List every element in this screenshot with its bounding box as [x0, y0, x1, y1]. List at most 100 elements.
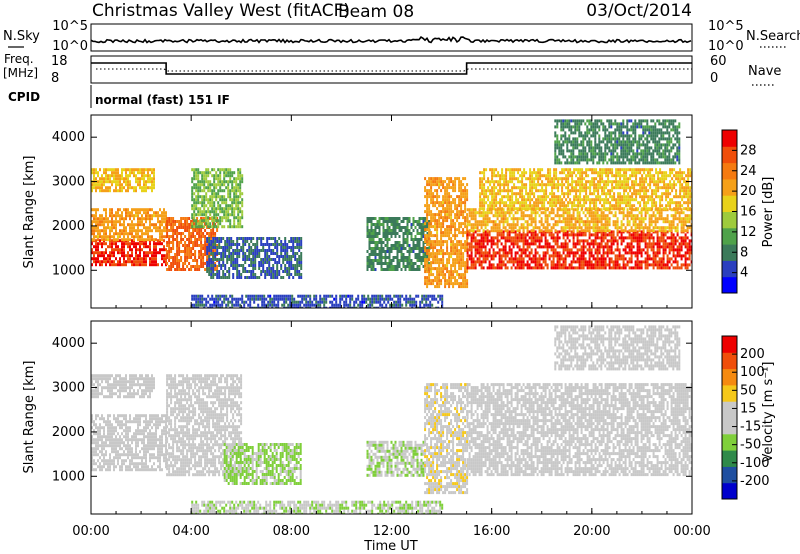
heatmap-cell [476, 226, 479, 230]
heatmap-cell [634, 220, 637, 224]
heatmap-cell [480, 263, 483, 267]
heatmap-cell [558, 263, 561, 267]
heatmap-cell [280, 267, 283, 270]
heatmap-cell [450, 240, 453, 244]
heatmap-cell [408, 265, 411, 268]
heatmap-cell [372, 262, 375, 265]
heatmap-cell [446, 204, 449, 208]
heatmap-cell [422, 220, 425, 223]
heatmap-cell [211, 225, 214, 229]
heatmap-cell [141, 248, 143, 252]
heatmap-cell [590, 214, 593, 218]
heatmap-cell [436, 219, 439, 223]
heatmap-cell [486, 242, 489, 246]
heatmap-cell [604, 251, 607, 255]
heatmap-cell [170, 250, 173, 253]
heatmap-cell [170, 265, 173, 268]
heatmap-cell [556, 263, 559, 267]
heatmap-cell [686, 245, 689, 249]
heatmap-cell [157, 226, 159, 230]
heatmap-cell [408, 262, 411, 265]
heatmap-cell [197, 186, 200, 190]
heatmap-cell [616, 260, 619, 264]
heatmap-cell [166, 220, 169, 223]
heatmap-cell [610, 266, 613, 270]
heatmap-cell [196, 241, 199, 244]
heatmap-cell [229, 222, 232, 226]
heatmap-cell [238, 255, 241, 258]
heatmap-cell [674, 242, 677, 246]
heatmap-cell [442, 273, 445, 277]
heatmap-cell [103, 232, 105, 236]
heatmap-cell [511, 177, 514, 181]
heatmap-cell [634, 214, 637, 218]
heatmap-cell [636, 260, 639, 264]
heatmap-cell [123, 254, 125, 258]
heatmap-cell [214, 235, 217, 238]
heatmap-cell [600, 242, 603, 246]
heatmap-cell [666, 226, 669, 230]
heatmap-cell [438, 177, 441, 181]
heatmap-cell [241, 210, 244, 214]
heatmap-cell [420, 256, 423, 259]
heatmap-cell [562, 214, 565, 218]
heatmap-cell [482, 251, 485, 255]
heatmap-cell [572, 223, 575, 227]
nsearch-tick-bottom: 10^0 [708, 39, 744, 54]
heatmap-cell [536, 245, 539, 249]
heatmap-cell [426, 247, 429, 250]
heatmap-cell [546, 239, 549, 243]
heatmap-cell [460, 246, 463, 250]
heatmap-cell [680, 220, 683, 224]
heatmap-cell [430, 180, 433, 184]
heatmap-cell [550, 229, 553, 233]
heatmap-cell [129, 248, 131, 252]
heatmap-cell [202, 247, 205, 250]
heatmap-cell [636, 223, 639, 227]
heatmap-cell [125, 177, 127, 181]
heatmap-cell [119, 260, 121, 264]
heatmap-cell [210, 217, 213, 220]
heatmap-cell [594, 242, 597, 246]
heatmap-cell [436, 273, 439, 277]
heatmap-cell [416, 256, 419, 259]
heatmap-cell [378, 241, 381, 244]
heatmap-cell [236, 255, 239, 258]
heatmap-cell [161, 229, 163, 233]
heatmap-cell [374, 256, 377, 259]
heatmap-cell [483, 198, 486, 202]
heatmap-cell [438, 213, 441, 217]
heatmap-cell [143, 257, 145, 261]
heatmap-cell [490, 266, 493, 270]
heatmap-cell [242, 267, 245, 270]
heatmap-cell [505, 204, 508, 208]
heatmap-cell [674, 214, 677, 218]
heatmap-cell [688, 251, 691, 255]
heatmap-cell [458, 189, 461, 193]
heatmap-cell [594, 260, 597, 264]
heatmap-cell [495, 204, 498, 208]
heatmap-cell [402, 241, 405, 244]
heatmap-cell [602, 223, 605, 227]
heatmap-cell [479, 192, 482, 196]
heatmap-cell [105, 248, 107, 252]
heatmap-cell [505, 195, 508, 199]
heatmap-cell [161, 257, 163, 261]
heatmap-cell [556, 242, 559, 246]
heatmap-cell [149, 251, 151, 255]
heatmap-cell [282, 276, 285, 279]
heatmap-cell [682, 223, 685, 227]
heatmap-cell [452, 276, 455, 280]
heatmap-cell [584, 214, 587, 218]
heatmap-cell [430, 234, 433, 238]
heatmap-cell [382, 226, 385, 229]
heatmap-cell [230, 252, 233, 255]
heatmap-cell [528, 263, 531, 267]
heatmap-cell [520, 223, 523, 227]
heatmap-cell [99, 180, 101, 184]
heatmap-cell [521, 183, 524, 187]
heatmap-cell [430, 198, 433, 202]
heatmap-cell [412, 241, 415, 244]
heatmap-cell [99, 220, 101, 224]
heatmap-cell [444, 201, 447, 205]
